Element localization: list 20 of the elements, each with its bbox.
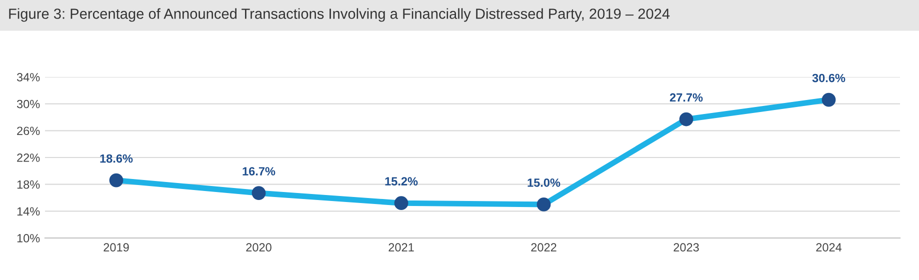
- x-tick-label: 2024: [816, 243, 842, 252]
- x-tick-label: 2019: [104, 243, 129, 252]
- chart-title: Figure 3: Percentage of Announced Transactions Involving a Financially Distressed Party, 2019 – 2024: [9, 8, 670, 22]
- data-label: 30.6%: [812, 74, 846, 82]
- y-tick-label: 18%: [17, 180, 40, 189]
- data-label: 15.0%: [528, 178, 560, 187]
- x-tick-label: 2023: [674, 243, 699, 252]
- y-tick-label: 30%: [16, 100, 40, 108]
- data-label: 16.7%: [242, 167, 276, 176]
- y-tick-label: 26%: [17, 126, 40, 136]
- x-tick-label: 2021: [388, 243, 414, 252]
- y-tick-label: 22%: [17, 154, 40, 162]
- data-label: 18.6%: [100, 154, 133, 163]
- y-tick-label: 14%: [17, 207, 40, 216]
- x-tick-label: 2022: [531, 243, 556, 252]
- x-tick-label: 2020: [246, 243, 272, 252]
- y-tick-label: 10%: [17, 234, 40, 242]
- y-tick-label: 34%: [16, 73, 40, 82]
- data-label: 15.2%: [385, 177, 418, 186]
- data-label: 27.7%: [670, 93, 703, 102]
